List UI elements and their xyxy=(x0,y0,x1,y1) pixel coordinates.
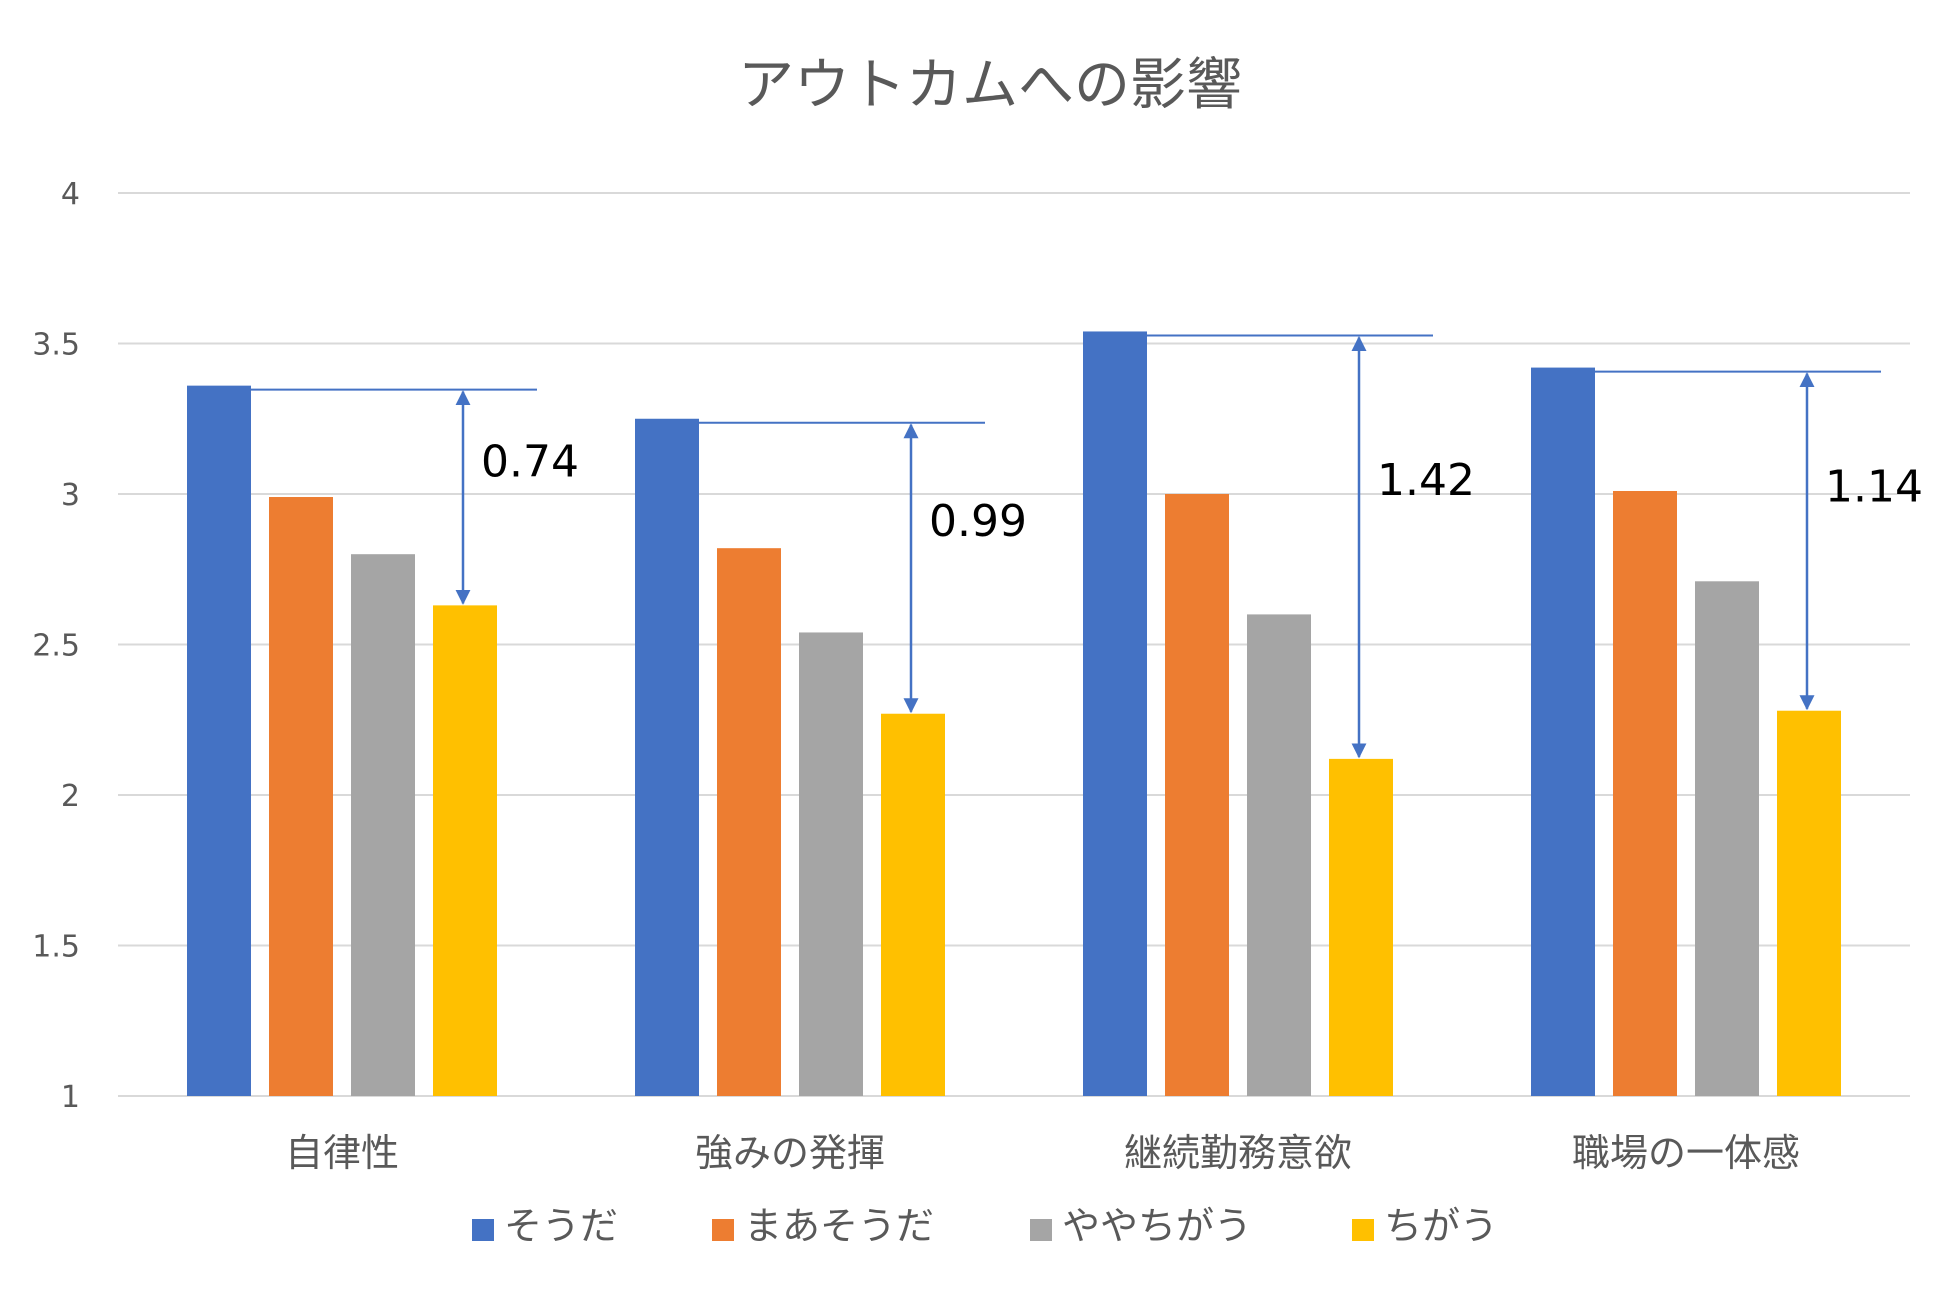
chart-title: アウトカムへの影響 xyxy=(738,53,1242,118)
bar-2-4 xyxy=(881,713,945,1096)
bar-2-3 xyxy=(799,632,863,1096)
category-label: 自律性 xyxy=(285,1131,399,1175)
bar-2-1 xyxy=(635,418,699,1096)
y-tick-label: 4 xyxy=(61,177,80,212)
bar-1-3 xyxy=(351,554,415,1096)
bar-1-1 xyxy=(187,385,251,1096)
y-tick-label: 3.5 xyxy=(32,328,80,363)
difference-annotations: 0.74 0.99 1.42 1.14 xyxy=(251,334,1923,759)
bar-4-2 xyxy=(1613,490,1677,1096)
legend: そうだ まあそうだ ややちがう ちがう xyxy=(472,1204,1498,1248)
bar-4-3 xyxy=(1695,581,1759,1096)
bar-4-4 xyxy=(1777,710,1841,1096)
annotation-label: 1.42 xyxy=(1377,455,1475,506)
legend-swatch xyxy=(1352,1219,1374,1241)
bar-3-3 xyxy=(1247,614,1311,1096)
y-tick-label: 1 xyxy=(61,1080,80,1115)
y-tick-label: 2.5 xyxy=(32,629,80,664)
annotation-label: 1.14 xyxy=(1825,462,1923,513)
legend-label: そうだ xyxy=(504,1204,618,1248)
legend-label: ちがう xyxy=(1384,1204,1498,1248)
bar-2-2 xyxy=(717,548,781,1096)
annotation-label: 0.99 xyxy=(929,496,1027,547)
bar-4-1 xyxy=(1531,367,1595,1097)
bar-1-4 xyxy=(433,605,497,1096)
bar-3-4 xyxy=(1329,758,1393,1096)
y-tick-label: 2 xyxy=(61,779,80,814)
legend-swatch xyxy=(1030,1219,1052,1241)
category-label: 職場の一体感 xyxy=(1572,1131,1800,1175)
gridlines xyxy=(118,192,1910,1097)
bars xyxy=(187,331,1841,1097)
y-tick-label: 3 xyxy=(61,478,80,513)
annotation-label: 0.74 xyxy=(481,437,579,488)
bar-1-2 xyxy=(269,497,333,1096)
legend-label: まあそうだ xyxy=(744,1204,934,1248)
category-label: 強みの発揮 xyxy=(695,1131,885,1175)
bar-3-1 xyxy=(1083,331,1147,1097)
bar-3-2 xyxy=(1165,494,1229,1096)
x-axis-category-labels: 自律性 強みの発揮 継続勤務意欲 職場の一体感 xyxy=(285,1131,1800,1175)
legend-label: ややちがう xyxy=(1062,1204,1252,1248)
legend-swatch xyxy=(712,1219,734,1241)
y-tick-label: 1.5 xyxy=(32,930,80,965)
y-axis-tick-labels: 1 1.5 2 2.5 3 3.5 4 xyxy=(32,177,80,1115)
legend-swatch xyxy=(472,1219,494,1241)
category-label: 継続勤務意欲 xyxy=(1124,1131,1352,1175)
